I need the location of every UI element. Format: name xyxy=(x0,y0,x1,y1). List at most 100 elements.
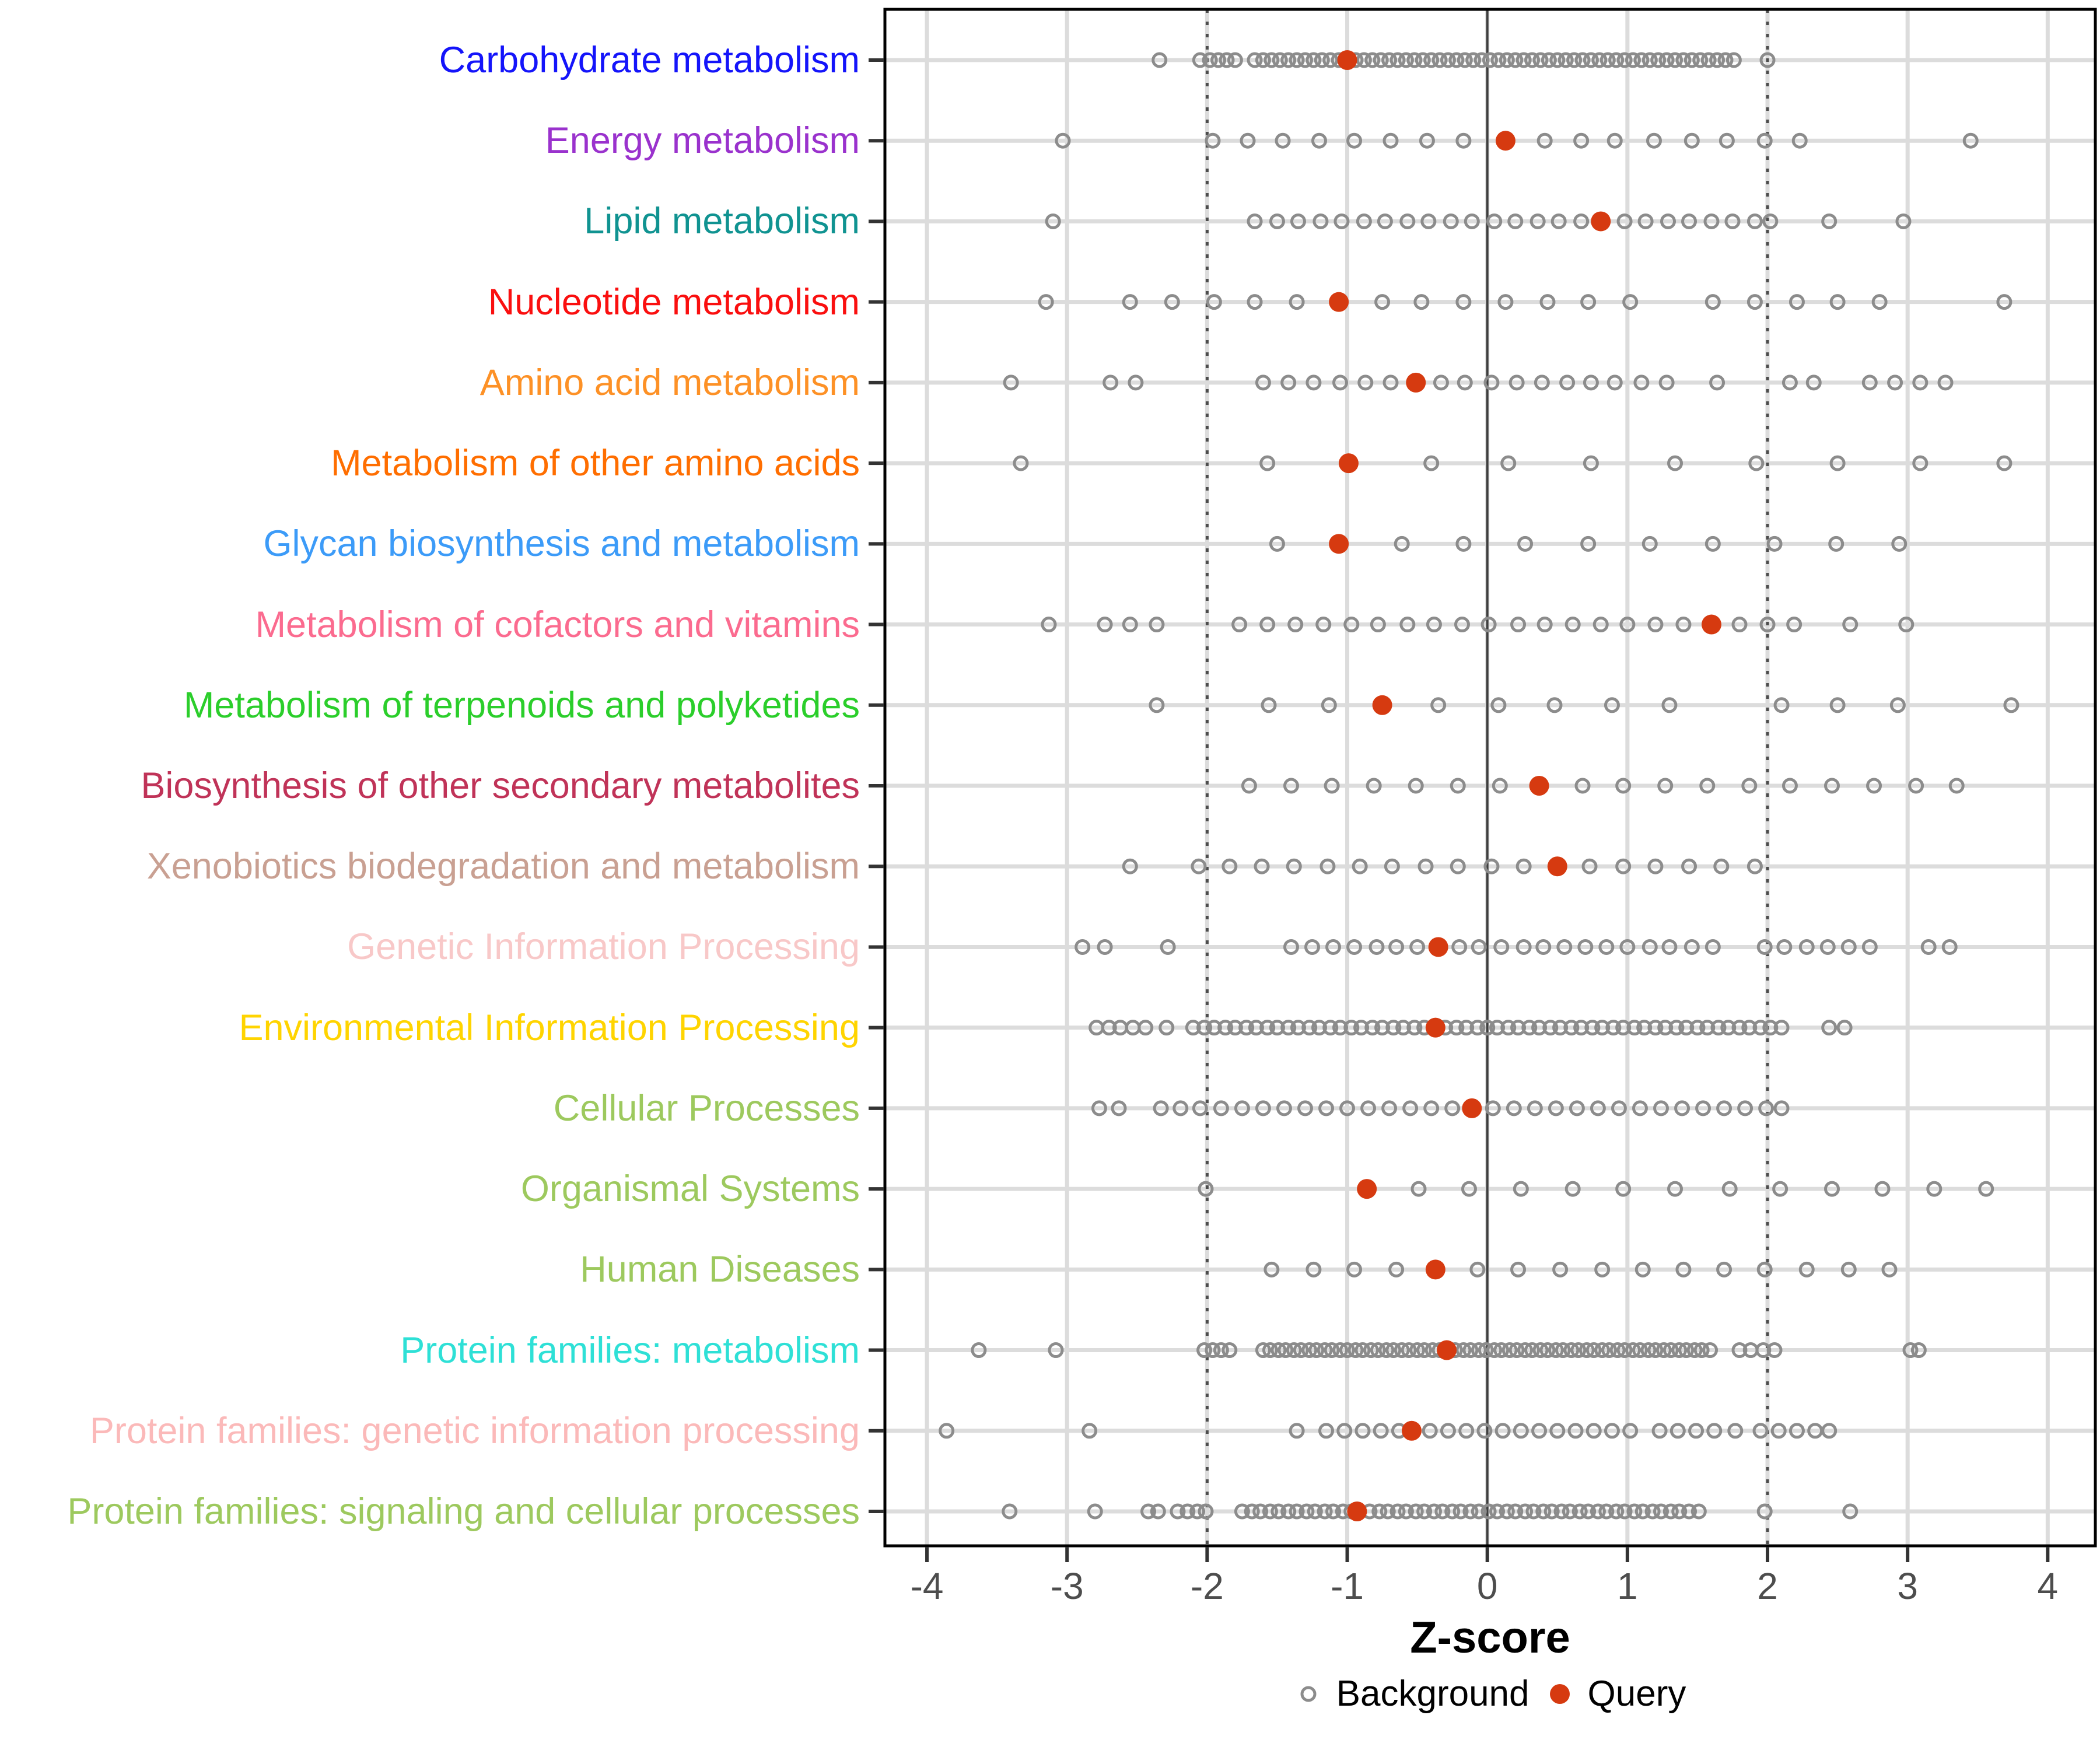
legend-label-background: Background xyxy=(1336,1674,1530,1714)
background-point xyxy=(1580,1503,1597,1520)
background-point xyxy=(1721,1181,1738,1197)
background-point xyxy=(1689,1020,1706,1036)
background-point xyxy=(1926,1181,1943,1197)
background-point xyxy=(1122,858,1138,874)
background-point xyxy=(1336,1423,1353,1439)
background-point xyxy=(1690,1503,1707,1520)
background-point xyxy=(1286,1342,1302,1359)
background-point xyxy=(1196,1342,1213,1359)
x-tick-label: -1 xyxy=(1331,1565,1364,1607)
background-point xyxy=(1381,52,1398,68)
background-point xyxy=(1594,1261,1611,1278)
background-point xyxy=(1272,52,1288,68)
background-point xyxy=(1471,939,1487,955)
background-point xyxy=(1399,213,1416,229)
background-point xyxy=(1318,1100,1335,1116)
background-point xyxy=(1213,1342,1229,1359)
background-point xyxy=(1494,1423,1511,1439)
background-point xyxy=(1912,455,1929,471)
background-point xyxy=(1632,1100,1648,1116)
background-point xyxy=(1227,1020,1243,1036)
background-point xyxy=(1455,132,1472,149)
background-point xyxy=(1382,374,1399,391)
background-point xyxy=(1304,939,1320,955)
background-point xyxy=(1798,1261,1815,1278)
background-point xyxy=(1269,1020,1285,1036)
background-point xyxy=(1363,1342,1379,1359)
background-point xyxy=(1605,1020,1622,1036)
background-point xyxy=(1426,617,1442,633)
background-point xyxy=(1546,697,1563,713)
background-point xyxy=(1122,617,1138,633)
background-point xyxy=(1759,617,1776,633)
background-point xyxy=(1101,1020,1117,1036)
background-point xyxy=(1264,1261,1280,1278)
background-point xyxy=(1234,1100,1250,1116)
background-point xyxy=(1726,52,1742,68)
background-point xyxy=(1647,1342,1664,1359)
background-point xyxy=(1297,1100,1313,1116)
background-point xyxy=(1280,1503,1297,1520)
background-point xyxy=(1276,1100,1292,1116)
background-point xyxy=(1684,52,1700,68)
background-point xyxy=(1461,1181,1477,1197)
background-point xyxy=(1644,1503,1661,1520)
background-point xyxy=(1410,1181,1427,1197)
background-point xyxy=(1824,1181,1840,1197)
background-point xyxy=(1457,52,1473,68)
category-label: Protein families: genetic information pr… xyxy=(89,1410,860,1451)
background-point xyxy=(1871,294,1888,310)
query-point xyxy=(1437,1340,1457,1360)
background-point xyxy=(1770,1423,1787,1439)
background-point xyxy=(1608,1503,1625,1520)
background-point xyxy=(1346,1261,1363,1278)
background-point xyxy=(1532,52,1549,68)
background-point xyxy=(1483,858,1500,874)
background-point xyxy=(1189,1503,1206,1520)
background-point xyxy=(1055,132,1071,149)
background-point xyxy=(1731,617,1748,633)
background-point xyxy=(1002,1503,1018,1520)
background-point xyxy=(1866,778,1882,794)
background-point xyxy=(1895,213,1912,229)
background-point xyxy=(1756,939,1773,955)
background-point xyxy=(1535,1503,1552,1520)
background-point xyxy=(1766,1342,1783,1359)
background-point xyxy=(1647,617,1664,633)
legend: Background Query xyxy=(885,1673,2095,1714)
background-point xyxy=(1524,52,1541,68)
background-point xyxy=(1301,1020,1318,1036)
background-point xyxy=(1423,455,1440,471)
x-tick-label: -4 xyxy=(910,1565,944,1607)
background-point xyxy=(1525,1503,1542,1520)
background-point xyxy=(1385,1342,1402,1359)
background-point xyxy=(1567,1423,1584,1439)
background-point xyxy=(1615,1181,1632,1197)
background-point xyxy=(1634,1261,1651,1278)
background-point xyxy=(1646,132,1662,149)
background-point xyxy=(1574,778,1591,794)
background-point xyxy=(1482,52,1498,68)
background-point xyxy=(1524,1342,1541,1359)
background-point xyxy=(1563,1020,1580,1036)
background-point xyxy=(1231,617,1248,633)
background-point xyxy=(1413,294,1430,310)
background-point xyxy=(1196,1020,1213,1036)
background-point xyxy=(1642,52,1658,68)
background-point xyxy=(1667,1181,1684,1197)
background-point xyxy=(1642,536,1658,552)
background-point xyxy=(1657,1020,1674,1036)
background-point xyxy=(1531,1423,1548,1439)
background-point xyxy=(1332,374,1349,391)
background-point xyxy=(1611,1100,1627,1116)
background-point xyxy=(1507,1503,1524,1520)
category-label: Genetic Information Processing xyxy=(347,926,860,968)
background-point xyxy=(1539,294,1556,310)
background-point xyxy=(1450,858,1466,874)
background-point xyxy=(1416,1503,1433,1520)
background-point xyxy=(1352,858,1368,874)
query-point xyxy=(1406,372,1426,393)
background-point xyxy=(1584,1020,1601,1036)
background-point xyxy=(1681,213,1698,229)
background-point xyxy=(1464,213,1480,229)
